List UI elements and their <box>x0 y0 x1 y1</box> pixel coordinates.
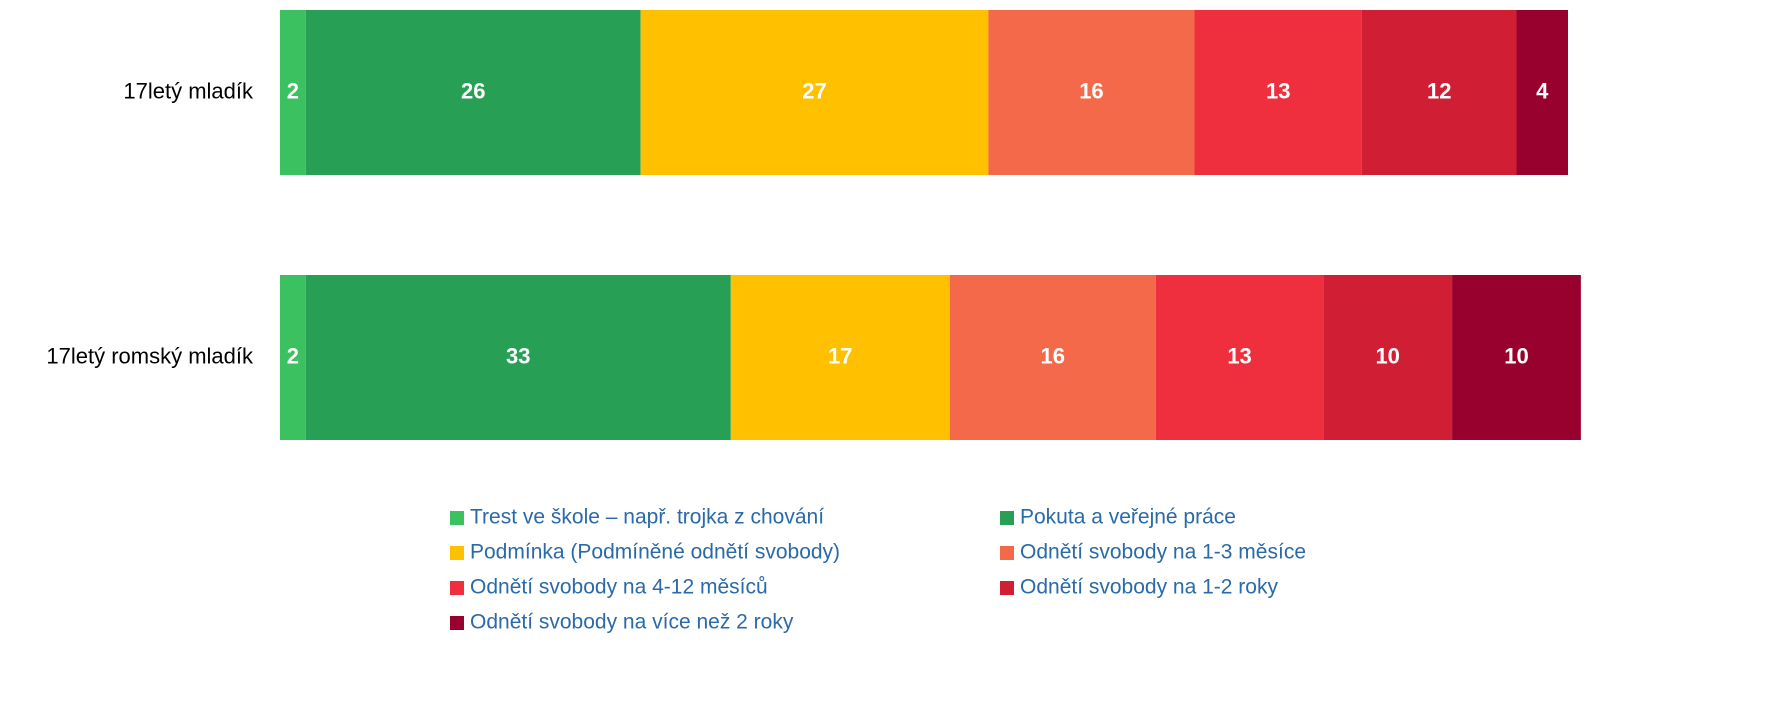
data-label: 2 <box>287 78 299 103</box>
bar-segment <box>280 10 306 175</box>
legend-label: Pokuta a veřejné práce <box>1020 506 1236 529</box>
bar-segment <box>1323 275 1453 440</box>
legend-label: Podmínka (Podmíněné odnětí svobody) <box>470 541 840 564</box>
bar-segment <box>949 275 1156 440</box>
legend-label: Trest ve škole – např. trojka z chování <box>470 506 824 529</box>
data-label: 4 <box>1536 78 1549 103</box>
legend-swatch <box>1000 581 1014 595</box>
legend-swatch <box>450 616 464 630</box>
bar-segment <box>1361 10 1517 175</box>
bar-segment <box>640 10 989 175</box>
data-label: 2 <box>287 343 299 368</box>
legend-swatch <box>450 581 464 595</box>
legend-label: Odnětí svobody na 4-12 měsíců <box>470 576 768 599</box>
data-label: 10 <box>1375 343 1399 368</box>
legend-swatch <box>1000 546 1014 560</box>
data-label: 16 <box>1041 343 1065 368</box>
data-label: 16 <box>1079 78 1103 103</box>
bar-segment <box>1194 10 1362 175</box>
data-label: 13 <box>1266 78 1290 103</box>
bar-segment <box>305 10 641 175</box>
data-label: 10 <box>1504 343 1528 368</box>
category-label: 17letý mladík <box>123 78 254 103</box>
legend-label: Odnětí svobody na 1-2 roky <box>1020 576 1278 599</box>
bar-segment <box>280 275 306 440</box>
data-label: 12 <box>1427 78 1451 103</box>
bar-segment <box>1155 275 1324 440</box>
legend-swatch <box>1000 511 1014 525</box>
legend-swatch <box>450 511 464 525</box>
legend-label: Odnětí svobody na 1-3 měsíce <box>1020 541 1306 564</box>
data-label: 17 <box>828 343 852 368</box>
legend-swatch <box>450 546 464 560</box>
bar-segment <box>1516 10 1568 175</box>
data-label: 27 <box>802 78 826 103</box>
data-label: 13 <box>1227 343 1251 368</box>
data-label: 33 <box>506 343 530 368</box>
category-label: 17letý romský mladík <box>46 343 254 368</box>
data-label: 26 <box>461 78 485 103</box>
bar-segment <box>305 275 731 440</box>
bar-segment <box>988 10 1195 175</box>
legend-label: Odnětí svobody na více než 2 roky <box>470 611 794 634</box>
bar-segment <box>1452 275 1581 440</box>
bar-segment <box>730 275 950 440</box>
